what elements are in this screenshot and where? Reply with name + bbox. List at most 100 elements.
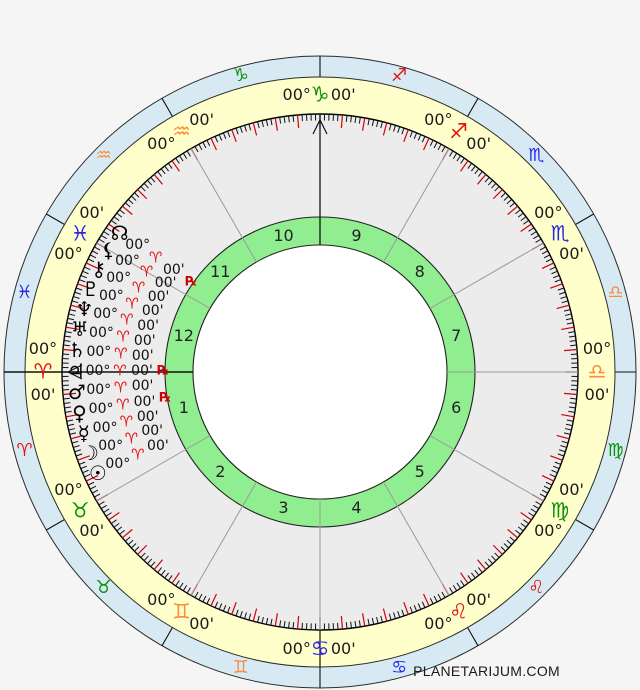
degree-tick bbox=[533, 504, 540, 510]
degree-tick bbox=[78, 461, 86, 465]
degree-tick bbox=[554, 279, 562, 283]
degree-tick bbox=[214, 601, 219, 608]
degree-tick bbox=[261, 120, 264, 128]
degree-tick bbox=[417, 134, 422, 141]
degree-tick bbox=[222, 604, 227, 612]
degree-tick bbox=[105, 512, 112, 517]
degree-tick bbox=[409, 606, 413, 614]
degree-tick bbox=[523, 519, 530, 525]
degree-tick bbox=[570, 344, 577, 347]
house-cusp-line bbox=[96, 435, 211, 502]
degree-tick bbox=[345, 115, 348, 122]
degree-tick bbox=[569, 402, 577, 404]
degree-tick bbox=[557, 287, 565, 291]
degree-tick bbox=[507, 529, 519, 539]
degree-tick bbox=[68, 313, 76, 316]
degree-tick bbox=[182, 152, 188, 159]
degree-tick bbox=[110, 519, 117, 525]
degree-tick bbox=[550, 283, 563, 289]
degree-tick bbox=[137, 189, 148, 200]
degree-tick bbox=[235, 609, 239, 617]
mc-arrowhead bbox=[312, 118, 328, 135]
degree-tick bbox=[474, 569, 480, 576]
degree-tick bbox=[140, 186, 146, 192]
degree-tick bbox=[340, 114, 344, 128]
degree-tick bbox=[167, 575, 173, 582]
degree-tick bbox=[292, 115, 295, 122]
degree-tick bbox=[543, 485, 551, 490]
degree-tick bbox=[484, 176, 490, 183]
degree-tick bbox=[491, 182, 497, 189]
degree-tick bbox=[371, 617, 375, 625]
degree-tick bbox=[89, 485, 97, 490]
degree-tick bbox=[198, 143, 203, 151]
degree-tick bbox=[550, 455, 563, 461]
degree-tick bbox=[75, 453, 83, 457]
degree-tick bbox=[452, 152, 458, 159]
degree-tick bbox=[110, 219, 117, 225]
degree-tick bbox=[171, 572, 180, 584]
degree-tick bbox=[274, 613, 279, 627]
degree-tick bbox=[556, 304, 570, 310]
degree-tick bbox=[474, 168, 480, 175]
degree-tick bbox=[157, 567, 163, 573]
degree-tick bbox=[520, 223, 532, 232]
degree-tick bbox=[87, 481, 95, 486]
degree-tick bbox=[63, 340, 71, 342]
degree-tick bbox=[63, 397, 70, 400]
degree-tick bbox=[164, 572, 170, 579]
degree-tick bbox=[552, 465, 560, 470]
degree-tick bbox=[561, 440, 569, 444]
degree-tick bbox=[108, 223, 120, 232]
degree-tick bbox=[354, 620, 357, 628]
degree-tick bbox=[108, 512, 120, 521]
degree-tick bbox=[279, 117, 282, 124]
degree-tick bbox=[231, 602, 237, 615]
degree-tick bbox=[563, 432, 571, 435]
degree-tick bbox=[487, 179, 494, 186]
degree-tick bbox=[520, 512, 532, 521]
degree-tick bbox=[433, 141, 438, 149]
degree-tick bbox=[98, 238, 105, 243]
degree-tick bbox=[103, 508, 110, 513]
degree-tick bbox=[507, 205, 519, 215]
degree-tick bbox=[116, 526, 123, 532]
degree-tick bbox=[78, 279, 86, 283]
degree-tick bbox=[487, 558, 494, 565]
degree-tick bbox=[492, 189, 503, 200]
degree-tick bbox=[80, 274, 88, 279]
degree-tick bbox=[231, 129, 237, 142]
degree-tick bbox=[460, 572, 469, 584]
degree-tick bbox=[388, 613, 392, 621]
degree-tick bbox=[565, 423, 573, 427]
degree-tick bbox=[491, 555, 497, 562]
degree-tick bbox=[146, 558, 153, 565]
degree-tick bbox=[494, 552, 500, 558]
degree-tick bbox=[470, 165, 476, 172]
degree-tick bbox=[265, 617, 269, 625]
degree-tick bbox=[283, 620, 286, 628]
degree-tick bbox=[210, 137, 218, 151]
degree-tick bbox=[288, 621, 290, 629]
degree-tick bbox=[175, 580, 180, 587]
degree-tick bbox=[403, 129, 409, 142]
degree-tick bbox=[477, 559, 487, 571]
degree-tick bbox=[535, 238, 542, 243]
degree-tick bbox=[552, 274, 560, 279]
degree-tick bbox=[358, 620, 361, 627]
degree-tick bbox=[222, 132, 227, 140]
degree-tick bbox=[409, 130, 413, 138]
degree-tick bbox=[397, 611, 401, 618]
degree-tick bbox=[288, 115, 290, 123]
sign-boundary-mark bbox=[46, 213, 65, 225]
degree-tick bbox=[549, 473, 556, 478]
degree-tick bbox=[257, 121, 260, 129]
house-cusp-line bbox=[383, 148, 450, 263]
degree-tick bbox=[157, 171, 163, 177]
degree-tick bbox=[194, 146, 199, 153]
degree-tick bbox=[561, 300, 569, 304]
degree-tick bbox=[345, 622, 348, 629]
degree-tick bbox=[67, 317, 75, 321]
